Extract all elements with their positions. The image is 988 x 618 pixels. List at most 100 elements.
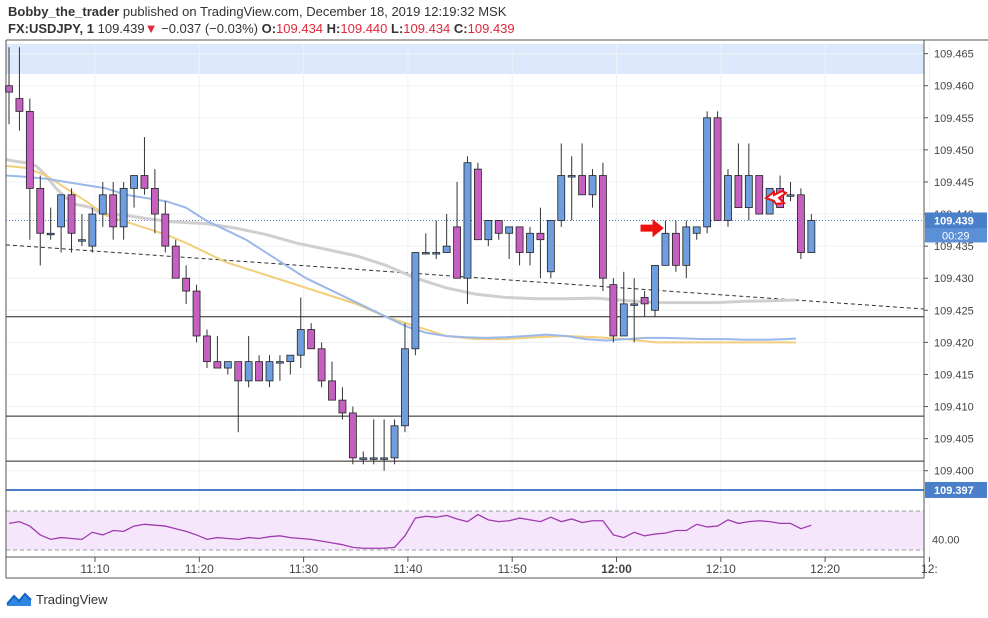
- x-tick-label: 11:20: [185, 562, 214, 576]
- y-tick-label: 109.400: [934, 466, 974, 478]
- candle-body: [359, 457, 368, 460]
- candle-body: [203, 335, 211, 363]
- price-change: −0.037 (−0.03%): [161, 21, 258, 36]
- brand-name[interactable]: TradingView: [36, 591, 108, 607]
- publish-info: published on TradingView.com, December 1…: [122, 4, 507, 19]
- candle-body: [578, 175, 586, 196]
- symbol-header: FX:USDJPY, 1 109.439▼ −0.037 (−0.03%) O:…: [8, 21, 515, 36]
- candle-body: [46, 232, 55, 236]
- candle-body: [182, 277, 191, 292]
- y-tick-label: 109.435: [934, 241, 974, 253]
- rsi-axis-label: 40.00: [932, 534, 960, 546]
- candle-body: [505, 226, 514, 234]
- candle-body: [369, 457, 378, 460]
- candle-body: [192, 290, 201, 337]
- candle-body: [671, 232, 680, 266]
- candle-body: [786, 194, 795, 197]
- candle-body: [526, 232, 534, 253]
- candles[interactable]: [5, 47, 816, 471]
- last-price-label: 109.439: [934, 215, 974, 227]
- candle-body: [651, 264, 659, 311]
- annotations: [640, 189, 788, 238]
- high-label: H:: [326, 21, 341, 36]
- open-label: O:: [261, 21, 277, 36]
- footer: TradingView: [6, 591, 108, 607]
- candle-body: [724, 175, 732, 221]
- candle-body: [453, 226, 461, 279]
- y-tick-label: 109.405: [934, 434, 974, 446]
- highlight-band: [6, 44, 924, 74]
- candle-body: [380, 457, 389, 460]
- candle-body: [567, 175, 576, 178]
- candle-body: [661, 232, 670, 266]
- y-tick-label: 109.415: [934, 369, 974, 381]
- x-tick-label: 12:10: [706, 562, 736, 576]
- candle-body: [411, 252, 420, 350]
- x-tick-label: 11:40: [393, 562, 422, 576]
- author-name[interactable]: Bobby_the_trader: [8, 4, 120, 19]
- last-price: 109.439: [97, 21, 145, 36]
- open-value: 109.434: [276, 21, 324, 36]
- candle-body: [588, 175, 597, 196]
- candle-body: [98, 194, 107, 215]
- y-tick-label: 109.450: [934, 145, 974, 157]
- candle-body: [797, 194, 805, 253]
- candle-body: [390, 425, 399, 459]
- red-arrow-icon: [640, 219, 664, 238]
- candle-body: [421, 252, 430, 255]
- candle-body: [432, 252, 441, 255]
- symbol-label[interactable]: FX:USDJPY, 1: [8, 21, 94, 36]
- candle-body: [494, 220, 503, 234]
- candle-body: [67, 194, 76, 234]
- candle-body: [317, 348, 326, 382]
- candle-body: [599, 175, 607, 279]
- support-price-box: [925, 481, 987, 498]
- y-tick-label: 109.420: [934, 337, 974, 349]
- candle-body: [88, 213, 97, 247]
- x-tick-label: 12:20: [810, 562, 840, 576]
- candle-body: [484, 220, 493, 241]
- x-tick-label: 12:00: [601, 562, 632, 576]
- low-value: 109.434: [403, 21, 451, 36]
- candle-body: [234, 361, 243, 382]
- candle-body: [78, 239, 86, 242]
- x-tick-label: 11:10: [80, 562, 109, 576]
- candle-body: [171, 245, 180, 279]
- candle-body: [15, 98, 24, 112]
- x-tick-label: 11:50: [498, 562, 527, 576]
- candle-body: [5, 85, 13, 93]
- y-tick-label: 109.430: [934, 273, 974, 285]
- candle-body: [609, 284, 618, 337]
- candle-body: [338, 399, 347, 414]
- axes: 109.465 109.460 109.455 109.450 109.445 109.4…: [5, 39, 988, 579]
- candle-body: [213, 361, 222, 369]
- countdown-box: [925, 228, 987, 243]
- ma-blue-line: [5, 174, 797, 342]
- candle-body: [515, 226, 524, 253]
- rsi-pane: 40.00: [6, 510, 960, 551]
- y-tick-label: 109.425: [934, 305, 974, 317]
- high-value: 109.440: [340, 21, 388, 36]
- ma-gray-line: [5, 158, 797, 305]
- rsi-line: [8, 513, 812, 549]
- support-price-label: 109.397: [934, 485, 974, 497]
- candle-body: [755, 175, 764, 215]
- candle-body: [255, 361, 263, 382]
- candle-body: [744, 175, 753, 209]
- change-down-icon: ▼: [144, 21, 158, 36]
- candle-body: [140, 175, 149, 189]
- candle-body: [130, 175, 138, 189]
- last-price-box: [925, 212, 987, 229]
- candle-body: [296, 329, 305, 356]
- y-tick-label: 109.410: [934, 402, 974, 414]
- candle-body: [401, 348, 409, 427]
- price-labels: 109.439 00:29 109.397: [925, 212, 987, 498]
- candle-body: [223, 361, 232, 369]
- publish-header: Bobby_the_trader published on TradingVie…: [8, 4, 506, 19]
- candle-body: [328, 380, 336, 401]
- candle-body: [536, 232, 545, 241]
- candle-body: [150, 187, 159, 215]
- candle-body: [307, 329, 316, 350]
- tradingview-logo-icon[interactable]: [6, 591, 32, 607]
